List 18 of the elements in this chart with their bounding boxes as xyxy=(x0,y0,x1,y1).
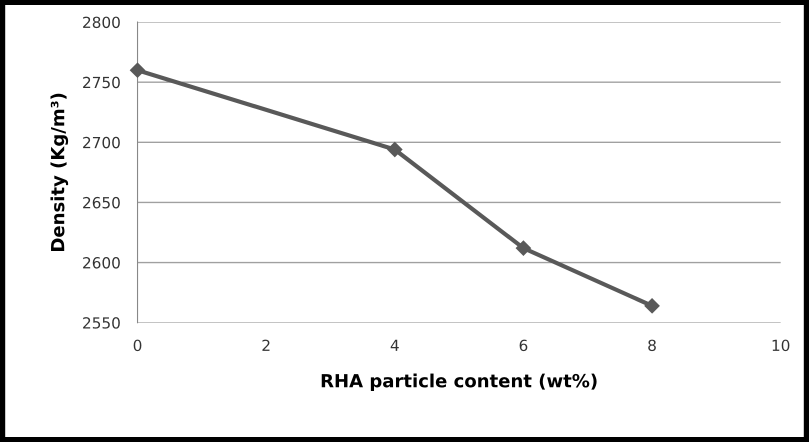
y-tick-label: 2750 xyxy=(83,76,120,88)
y-tick-label: 2600 xyxy=(83,257,120,269)
y-tick-label: 2700 xyxy=(83,136,120,148)
x-tick-label: 4 xyxy=(390,340,399,351)
y-tick-label: 2550 xyxy=(83,317,120,329)
x-tick-label: 6 xyxy=(520,340,528,352)
y-axis-title: Density (Kg/m³) xyxy=(50,94,68,251)
y-tick-label: 2800 xyxy=(83,16,120,28)
point xyxy=(387,142,402,158)
x-axis-title: RHA particle content (wt%) xyxy=(322,374,597,392)
point xyxy=(516,240,531,256)
y-tick-label: 2650 xyxy=(83,196,120,208)
x-tick-label: 2 xyxy=(262,340,270,351)
point xyxy=(130,62,146,78)
x-tick-label: 8 xyxy=(648,340,656,352)
point xyxy=(644,298,660,314)
x-tick-label: 10 xyxy=(772,340,790,352)
x-tick-label: 0 xyxy=(134,340,142,352)
